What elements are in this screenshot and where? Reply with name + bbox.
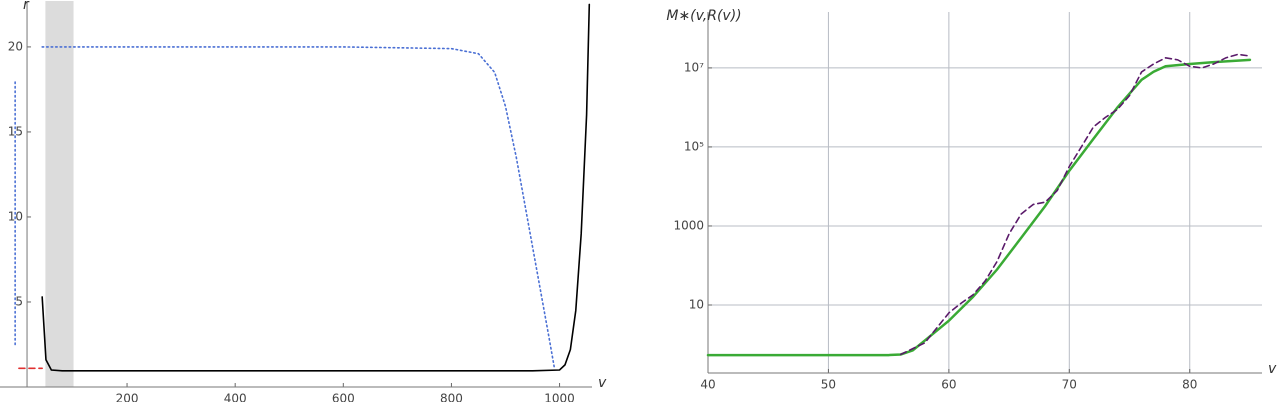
x-tick-label: 70 bbox=[1062, 378, 1077, 392]
x-tick-label: 80 bbox=[1182, 378, 1197, 392]
series-line bbox=[899, 53, 1251, 356]
series-line bbox=[41, 3, 591, 372]
x-tick-label: 800 bbox=[440, 392, 463, 402]
x-tick-label: 400 bbox=[224, 392, 247, 402]
x-tick-label: 40 bbox=[700, 378, 715, 392]
y-axis-title: M∗(v,R(v)) bbox=[666, 8, 741, 24]
y-tick-label: 1000 bbox=[673, 218, 704, 232]
y-tick-label: 10 bbox=[689, 297, 704, 311]
shaded-band bbox=[45, 1, 74, 387]
y-tick-label: 20 bbox=[8, 39, 23, 53]
x-axis-title: v bbox=[1268, 361, 1277, 377]
y-axis-title: r bbox=[23, 0, 30, 13]
x-tick-label: 200 bbox=[116, 392, 139, 402]
y-tick-label: 5 bbox=[15, 294, 23, 308]
y-tick-label: 10⁵ bbox=[684, 139, 704, 153]
x-tick-label: 60 bbox=[941, 378, 956, 392]
y-tick-label: 10⁷ bbox=[684, 60, 704, 74]
x-tick-label: 600 bbox=[332, 392, 355, 402]
series-line bbox=[41, 46, 555, 368]
x-tick-label: 50 bbox=[821, 378, 836, 392]
series-line bbox=[706, 58, 1252, 357]
x-axis-title: v bbox=[598, 375, 607, 391]
x-tick-label: 1000 bbox=[544, 392, 575, 402]
